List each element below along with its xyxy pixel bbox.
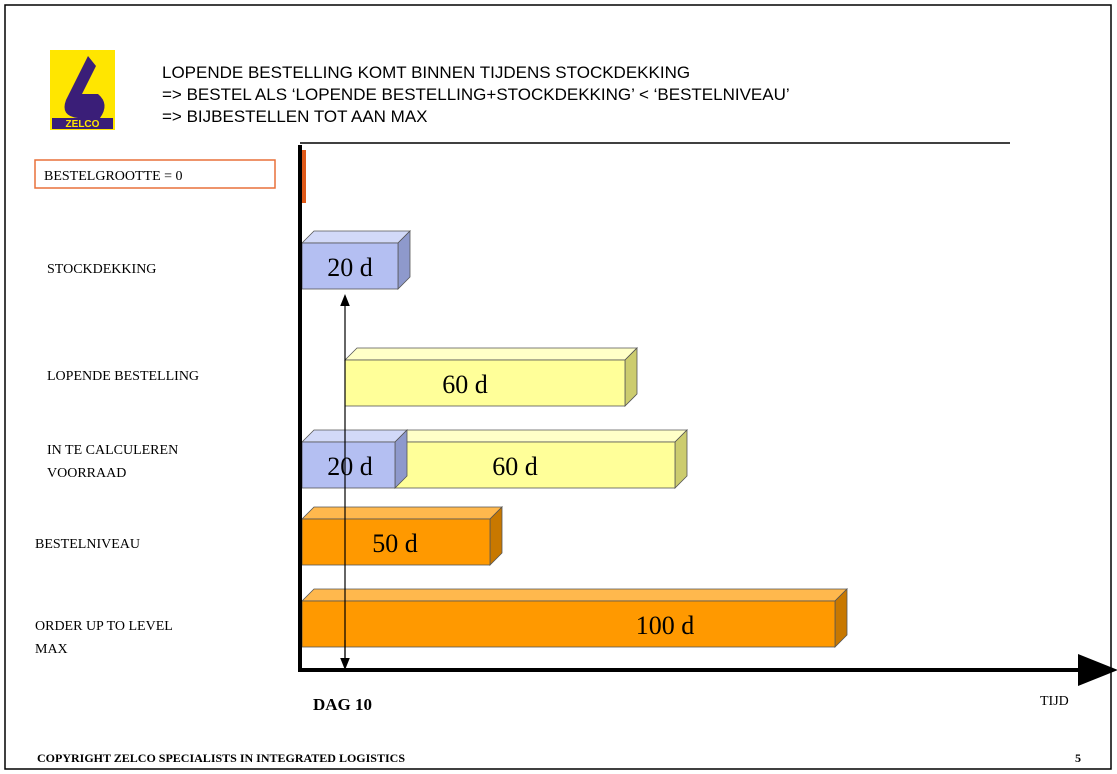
x-axis-label: TIJD bbox=[1040, 694, 1069, 709]
bar-label: 60 d bbox=[492, 452, 538, 481]
bar-top bbox=[394, 429, 688, 443]
bar-top bbox=[301, 230, 411, 244]
bar-top bbox=[301, 506, 503, 520]
title-line: LOPENDE BESTELLING KOMT BINNEN TIJDENS S… bbox=[162, 63, 690, 82]
bar-front bbox=[394, 441, 676, 489]
title-line: => BIJBESTELLEN TOT AAN MAX bbox=[162, 107, 428, 126]
bar-label: 60 d bbox=[442, 370, 488, 399]
day-marker: DAG 10 bbox=[313, 695, 372, 714]
logo: ZELCO bbox=[50, 50, 115, 130]
order-size-bar bbox=[302, 150, 306, 203]
bar-top bbox=[301, 588, 848, 602]
bar-front bbox=[301, 600, 836, 648]
bar-label: 100 d bbox=[636, 611, 695, 640]
row-label: MAX bbox=[35, 642, 68, 657]
row-label: LOPENDE BESTELLING bbox=[47, 369, 199, 384]
row-label: IN TE CALCULEREN bbox=[47, 443, 178, 458]
title-line: => BESTEL ALS ‘LOPENDE BESTELLING+STOCKD… bbox=[162, 85, 790, 104]
bar-top bbox=[301, 429, 408, 443]
bar-front bbox=[344, 359, 626, 407]
row-label: VOORRAAD bbox=[47, 466, 126, 481]
bar-label: 50 d bbox=[372, 529, 418, 558]
bar-top bbox=[344, 347, 638, 361]
copyright: COPYRIGHT ZELCO SPECIALISTS IN INTEGRATE… bbox=[37, 751, 405, 765]
note: BESTELGROOTTE = 0 bbox=[44, 169, 183, 184]
bar-label: 20 d bbox=[327, 253, 373, 282]
logo-text: ZELCO bbox=[66, 119, 100, 130]
row-label: STOCKDEKKING bbox=[47, 262, 156, 277]
row-label: ORDER UP TO LEVEL bbox=[35, 619, 173, 634]
bar-front bbox=[301, 242, 399, 290]
bar-label: 20 d bbox=[327, 452, 373, 481]
row-label: BESTELNIVEAU bbox=[35, 537, 140, 552]
note-box bbox=[34, 159, 276, 189]
bar-front bbox=[301, 441, 396, 489]
page-number: 5 bbox=[1075, 751, 1081, 765]
